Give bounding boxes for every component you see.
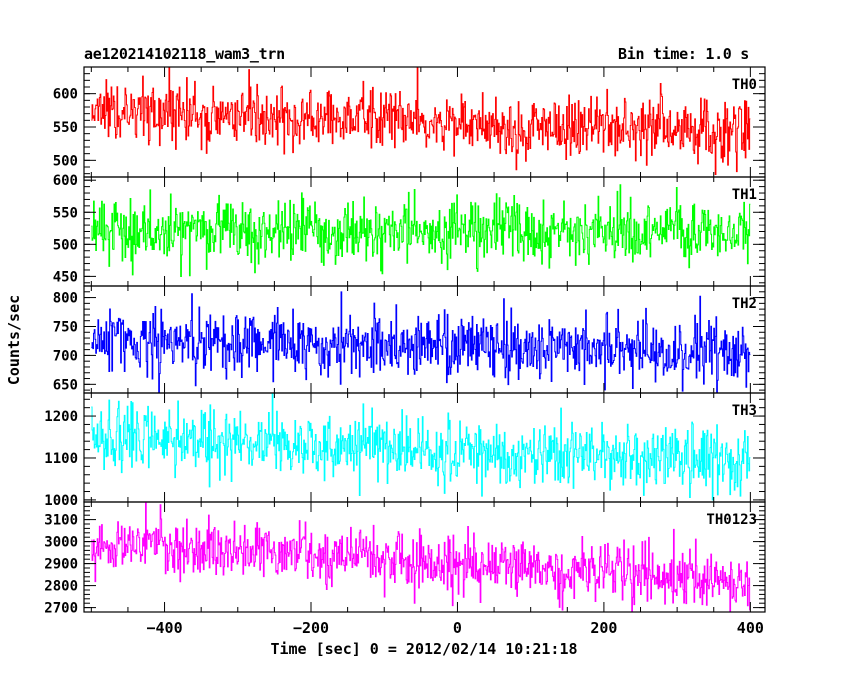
y-tick-label-th3: 1200	[44, 409, 78, 425]
panel-label-th2: TH2	[732, 296, 757, 312]
x-tick-label: −400	[146, 619, 182, 637]
y-axis-label: Counts/sec	[5, 295, 23, 385]
x-tick-label: 0	[453, 619, 462, 637]
x-tick-label: 400	[737, 619, 764, 637]
y-tick-label-th1: 500	[53, 237, 78, 253]
y-tick-label-th1: 550	[53, 205, 78, 221]
y-tick-label-th0: 550	[53, 120, 78, 136]
y-tick-label-th0123: 3000	[44, 535, 78, 551]
y-tick-label-th0123: 3100	[44, 513, 78, 529]
y-tick-label-th2: 750	[53, 319, 78, 335]
series-th1	[91, 184, 751, 277]
series-th3	[91, 393, 751, 501]
y-tick-label-th0: 600	[53, 87, 78, 103]
y-tick-label-th1: 450	[53, 269, 78, 285]
series-th2	[91, 291, 751, 393]
panel-label-th0123: TH0123	[706, 512, 757, 528]
panel-label-th1: TH1	[732, 187, 757, 203]
y-tick-label-th0123: 2800	[44, 579, 78, 595]
panel-label-th0: TH0	[732, 77, 757, 93]
x-tick-label: −200	[293, 619, 329, 637]
panel-frame-th0123	[83, 501, 766, 613]
y-tick-label-th2: 700	[53, 348, 78, 364]
series-th0	[91, 67, 751, 175]
series-th0123	[91, 502, 751, 612]
panel-label-th3: TH3	[732, 403, 757, 419]
chart-title: ae120214102118_wam3_trn	[84, 45, 285, 63]
y-tick-label-th3: 1000	[44, 493, 78, 509]
y-tick-label-th2: 650	[53, 377, 78, 393]
y-tick-label-th0123: 2700	[44, 601, 78, 617]
x-tick-label: 200	[590, 619, 617, 637]
x-axis-label: Time [sec] 0 = 2012/02/14 10:21:18	[270, 640, 577, 658]
y-tick-label-th0123: 2900	[44, 557, 78, 573]
bin-time-label: Bin time: 1.0 s	[618, 45, 749, 63]
y-tick-label-th0: 500	[53, 153, 78, 169]
y-tick-label-th1: 600	[53, 173, 78, 189]
y-tick-label-th3: 1100	[44, 451, 78, 467]
y-tick-label-th2: 800	[53, 291, 78, 307]
